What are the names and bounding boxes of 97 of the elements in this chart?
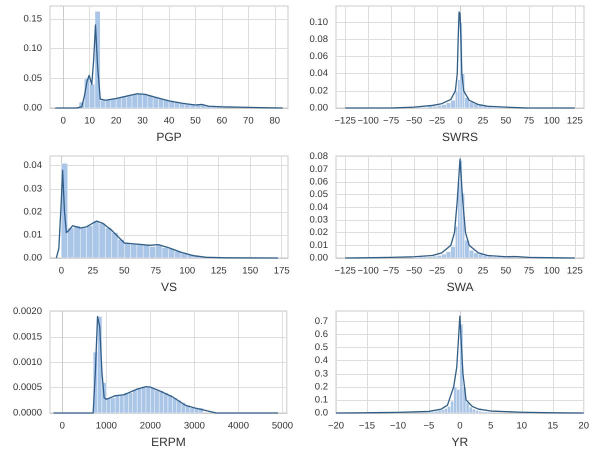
y-tick-label: 0.0000 [12,408,42,418]
y-tick-label: 0.02 [310,85,328,96]
x-tick-label: 10 [516,420,528,432]
x-tick-label: 25 [478,116,488,126]
x-tick-label: 125 [210,266,227,276]
x-tick-label: 0 [58,266,64,276]
y-tick-label: 0.0 [314,408,328,418]
x-tick-label: 2000 [140,420,161,432]
x-tick-label: 75 [524,116,534,126]
x-tick-label: −100 [357,266,379,276]
x-tick-label: 30 [137,116,148,126]
x-tick-label: 50 [119,266,130,276]
y-tick-label: 0.07 [310,164,328,175]
y-tick-label: 0.10 [24,43,42,54]
x-tick-label: 50 [190,116,201,126]
y-tick-label: 0.06 [310,51,328,62]
x-tick-label: −20 [328,420,344,432]
x-tick-label: 15 [547,420,558,432]
x-tick-label: 50 [500,116,512,126]
y-tick-label: 0.08 [310,151,328,162]
y-tick-label: 0.0005 [12,382,42,394]
x-tick-label: −75 [383,116,400,126]
y-tick-label: 0.3 [314,368,328,380]
x-tick-label: −10 [390,420,406,432]
y-tick-label: 0.6 [314,329,328,340]
x-axis-title: SWRS [442,130,478,144]
x-tick-label: 100 [544,116,560,126]
x-tick-label: 60 [216,116,228,126]
x-tick-label: 25 [88,266,98,276]
x-tick-label: 4000 [228,420,249,432]
x-tick-label: 125 [566,266,583,276]
x-axis-title: VS [160,280,178,294]
x-tick-label: 175 [274,266,290,276]
x-tick-label: 20 [110,116,122,126]
x-axis-title: YR [452,434,469,449]
y-tick-label: 0.04 [24,160,42,172]
x-tick-label: −50 [406,266,422,276]
x-tick-label: −100 [357,116,379,126]
x-tick-label: −125 [334,266,356,276]
x-tick-label: 0 [60,116,66,126]
x-tick-label: 125 [566,116,583,126]
y-tick-label: 0.0020 [12,306,42,318]
x-tick-label: 0 [60,420,65,432]
x-tick-label: 3000 [184,420,205,432]
x-tick-label: 1000 [96,420,117,432]
y-tick-label: 0.2 [314,381,328,392]
x-tick-label: 5 [488,420,494,432]
x-tick-label: 75 [150,266,162,276]
y-tick-label: 0.4 [314,355,328,366]
y-tick-label: 0.02 [24,206,42,218]
y-tick-label: 0.00 [24,102,42,114]
y-tick-label: 0.15 [24,14,42,25]
y-tick-label: 0.03 [24,183,42,194]
x-tick-label: −75 [383,266,400,276]
y-tick-label: 0.02 [310,227,328,238]
x-axis-title: SWA [446,280,474,294]
y-tick-label: 0.00 [24,252,42,264]
x-tick-label: 100 [179,266,196,276]
x-tick-label: −50 [406,116,422,126]
x-tick-label: −25 [428,116,446,126]
y-tick-label: 0.04 [310,68,328,80]
y-tick-label: 0.00 [310,102,328,114]
y-tick-label: 0.0010 [12,356,42,368]
y-tick-label: 0.03 [310,214,328,226]
x-tick-label: 100 [544,266,560,276]
y-tick-label: 0.01 [24,229,42,240]
x-tick-label: −25 [428,266,446,276]
y-tick-label: 0.7 [314,316,328,327]
x-tick-label: 25 [478,266,488,276]
x-tick-label: −5 [423,420,434,432]
x-tick-label: 70 [243,116,254,126]
x-axis-title: PGP [156,130,182,144]
x-tick-label: 20 [578,420,590,432]
x-tick-label: 150 [242,266,258,276]
x-tick-label: −125 [334,116,356,126]
x-tick-label: −15 [358,420,376,432]
y-tick-label: 0.5 [314,342,328,354]
x-tick-label: 0 [457,266,463,276]
y-tick-label: 0.0015 [12,331,42,342]
y-tick-label: 0.06 [310,176,328,188]
y-tick-label: 0.05 [310,189,328,200]
x-tick-label: 80 [269,116,280,126]
y-tick-label: 0.04 [310,202,328,213]
x-tick-label: 5000 [272,420,294,432]
y-tick-label: 0.05 [24,72,42,84]
x-tick-label: 50 [500,266,512,276]
y-tick-label: 0.08 [310,34,328,45]
x-tick-label: 0 [457,116,463,126]
x-tick-label: 0 [457,420,463,432]
y-tick-label: 0.01 [310,240,328,251]
y-tick-label: 0.10 [310,16,328,28]
x-tick-label: 10 [84,116,95,126]
y-tick-label: 0.1 [314,394,328,406]
x-tick-label: 75 [524,266,534,276]
y-tick-label: 0.00 [310,252,328,264]
x-tick-label: 40 [164,116,174,126]
x-axis-title: ERPM [151,434,186,449]
